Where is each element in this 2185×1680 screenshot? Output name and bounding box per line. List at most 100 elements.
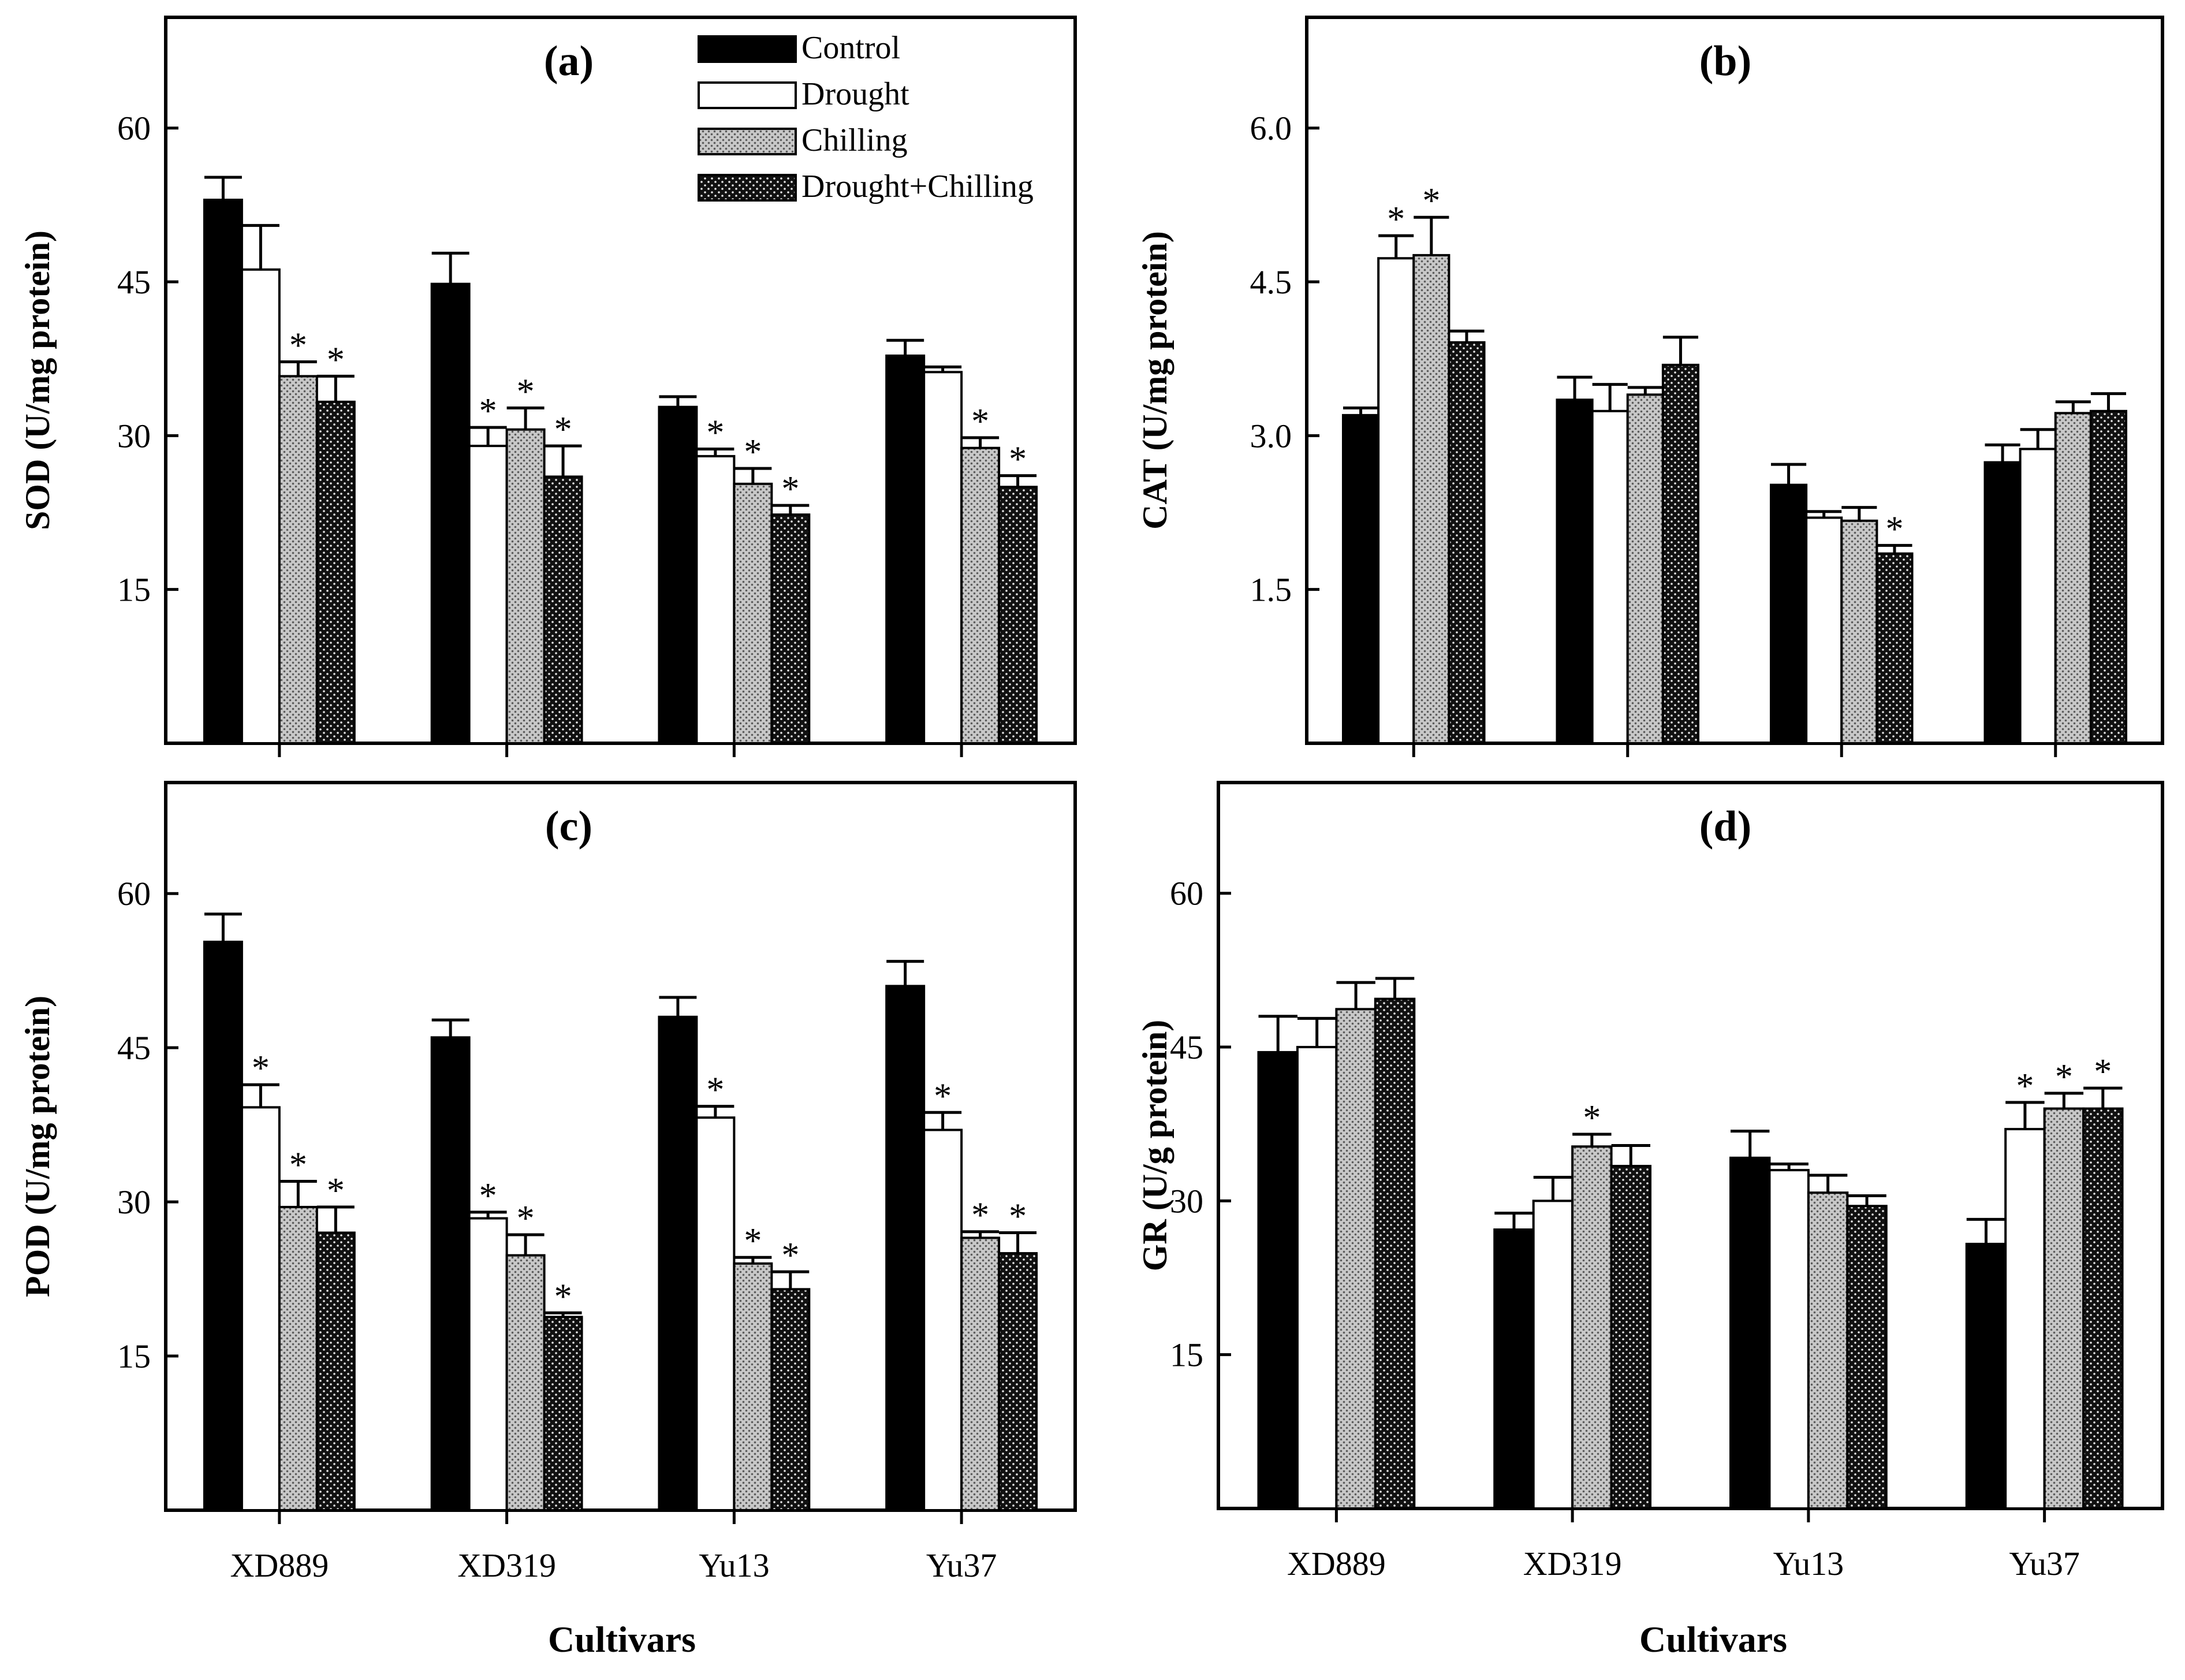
plot-frame-d xyxy=(1217,781,2164,1510)
bar-b-xd889-control xyxy=(1341,414,1380,744)
bar-a-xd889-control xyxy=(203,199,243,744)
significance-mark-c-yu13-drought: * xyxy=(706,1071,724,1110)
error-bar-b-yu37-drought xyxy=(2020,428,2056,449)
bar-b-xd889-chilling xyxy=(1412,254,1451,744)
bar-c-xd319-chilling xyxy=(505,1254,546,1511)
significance-mark-a-yu13-chilling: * xyxy=(744,433,762,472)
significance-mark-c-xd889-drought-chilling: * xyxy=(327,1171,345,1210)
error-bar-a-yu37-control xyxy=(886,338,924,356)
significance-mark-c-xd889-drought: * xyxy=(252,1049,270,1088)
bar-c-xd319-drought-chilling xyxy=(543,1316,583,1512)
significance-mark-c-xd319-drought: * xyxy=(479,1176,497,1216)
error-bar-a-yu37-drought-chilling xyxy=(999,474,1037,487)
legend-swatch-drought xyxy=(698,81,797,109)
panel-label-d: (d) xyxy=(1699,803,1751,850)
significance-mark-a-xd319-chilling: * xyxy=(517,372,535,411)
bar-a-xd319-drought xyxy=(468,445,508,744)
error-bar-b-yu13-chilling xyxy=(1841,506,1877,521)
legend-label-drought: Drought xyxy=(801,76,909,112)
error-bar-a-xd319-drought-chilling xyxy=(544,444,582,477)
y-tick-label-a-2: 45 xyxy=(117,263,151,301)
error-bar-b-yu37-drought-chilling xyxy=(2090,392,2127,411)
significance-mark-b-xd889-drought: * xyxy=(1387,200,1405,239)
significance-mark-c-yu37-drought: * xyxy=(934,1076,952,1116)
significance-mark-a-yu13-drought-chilling: * xyxy=(781,470,799,509)
error-bar-a-yu37-drought xyxy=(924,365,962,372)
bar-a-xd319-control xyxy=(430,282,471,744)
significance-mark-b-yu13-drought-chilling: * xyxy=(1885,509,1903,549)
bar-d-yu13-drought-chilling xyxy=(1846,1205,1888,1510)
bar-a-yu13-control xyxy=(658,405,698,744)
bar-c-yu37-chilling xyxy=(960,1236,1001,1512)
x-tick-label-c-2: Yu13 xyxy=(699,1547,769,1584)
plot-frame-a xyxy=(164,16,1077,745)
error-bar-d-xd889-control xyxy=(1258,1015,1297,1052)
legend-label-control: Control xyxy=(801,30,900,66)
significance-mark-b-xd889-chilling: * xyxy=(1422,181,1440,221)
error-bar-c-xd889-drought-chilling xyxy=(316,1205,355,1233)
bar-d-xd889-control xyxy=(1257,1051,1299,1510)
bar-d-xd889-chilling xyxy=(1335,1008,1377,1510)
legend-label-chilling: Chilling xyxy=(801,122,908,158)
y-tick-label-d-1: 30 xyxy=(1170,1182,1203,1220)
bar-c-xd319-control xyxy=(430,1036,471,1511)
error-bar-b-xd889-control xyxy=(1343,406,1379,415)
bar-b-yu37-chilling xyxy=(2054,412,2092,744)
x-tick-label-d-2: Yu13 xyxy=(1773,1545,1844,1582)
error-bar-c-xd889-drought xyxy=(241,1083,279,1108)
y-tick-label-a-1: 30 xyxy=(117,417,151,455)
significance-mark-a-xd889-drought-chilling: * xyxy=(327,340,345,379)
bar-d-yu37-drought xyxy=(2004,1128,2046,1510)
significance-mark-a-yu13-drought: * xyxy=(706,413,724,452)
bar-c-xd889-drought-chilling xyxy=(315,1231,356,1511)
y-tick-label-b-0: 1.5 xyxy=(1250,571,1292,609)
error-bar-a-xd889-drought-chilling xyxy=(316,374,355,402)
legend-swatch-drought-chilling xyxy=(698,174,797,202)
x-tick-label-d-1: XD319 xyxy=(1523,1545,1622,1582)
error-bar-c-yu37-drought xyxy=(924,1111,962,1130)
error-bar-b-yu13-drought xyxy=(1806,510,1842,518)
significance-mark-a-xd319-drought-chilling: * xyxy=(554,410,572,449)
bar-b-xd889-drought xyxy=(1377,257,1415,745)
x-axis-label-right: Cultivars xyxy=(1639,1619,1787,1660)
y-tick-label-c-2: 45 xyxy=(117,1029,151,1067)
y-tick-label-d-3: 60 xyxy=(1170,875,1203,912)
error-bar-a-xd889-drought xyxy=(241,223,279,270)
error-bar-c-xd889-chilling xyxy=(279,1180,317,1207)
error-bar-c-yu37-drought-chilling xyxy=(999,1231,1037,1254)
error-bar-d-xd889-drought xyxy=(1297,1016,1337,1048)
error-bar-b-yu13-drought-chilling xyxy=(1877,543,1912,554)
bar-a-yu37-drought-chilling xyxy=(998,486,1038,744)
bar-d-xd889-drought xyxy=(1296,1046,1338,1510)
significance-mark-a-xd319-drought: * xyxy=(479,392,497,431)
error-bar-b-yu13-control xyxy=(1770,463,1807,485)
bar-a-yu13-drought-chilling xyxy=(770,513,811,744)
bar-c-yu13-drought-chilling xyxy=(770,1288,811,1511)
bar-d-yu37-control xyxy=(1965,1242,2007,1510)
bar-c-yu13-chilling xyxy=(733,1262,773,1511)
y-tick-label-a-0: 15 xyxy=(117,571,151,609)
error-bar-a-yu13-chilling xyxy=(734,467,772,484)
bar-d-yu37-drought-chilling xyxy=(2082,1107,2124,1510)
error-bar-b-xd889-drought xyxy=(1378,234,1414,259)
y-axis-label-b: CAT (U/mg protein) xyxy=(1136,231,1174,530)
error-bar-d-yu13-chilling xyxy=(1808,1174,1848,1193)
error-bar-d-xd319-drought xyxy=(1533,1176,1573,1201)
error-bar-d-xd319-drought-chilling xyxy=(1611,1144,1651,1167)
error-bar-c-xd319-chilling xyxy=(506,1233,545,1256)
bar-d-xd319-drought-chilling xyxy=(1610,1165,1652,1510)
error-bar-d-yu37-drought xyxy=(2005,1101,2045,1130)
x-tick-label-c-3: Yu37 xyxy=(926,1547,997,1584)
significance-mark-d-yu37-chilling: * xyxy=(2055,1057,2073,1097)
error-bar-a-xd319-control xyxy=(431,251,469,284)
error-bar-b-xd319-chilling xyxy=(1627,386,1663,395)
error-bar-a-xd889-chilling xyxy=(279,360,317,377)
panel-label-a: (a) xyxy=(544,38,594,85)
bar-d-yu13-control xyxy=(1729,1156,1771,1510)
error-bar-c-yu13-drought xyxy=(696,1105,734,1118)
y-tick-label-c-0: 15 xyxy=(117,1338,151,1375)
error-bar-a-yu13-drought xyxy=(696,447,734,456)
bar-c-yu13-drought xyxy=(695,1116,736,1511)
bar-a-xd889-drought xyxy=(240,268,281,745)
bar-b-yu37-drought-chilling xyxy=(2089,409,2128,744)
